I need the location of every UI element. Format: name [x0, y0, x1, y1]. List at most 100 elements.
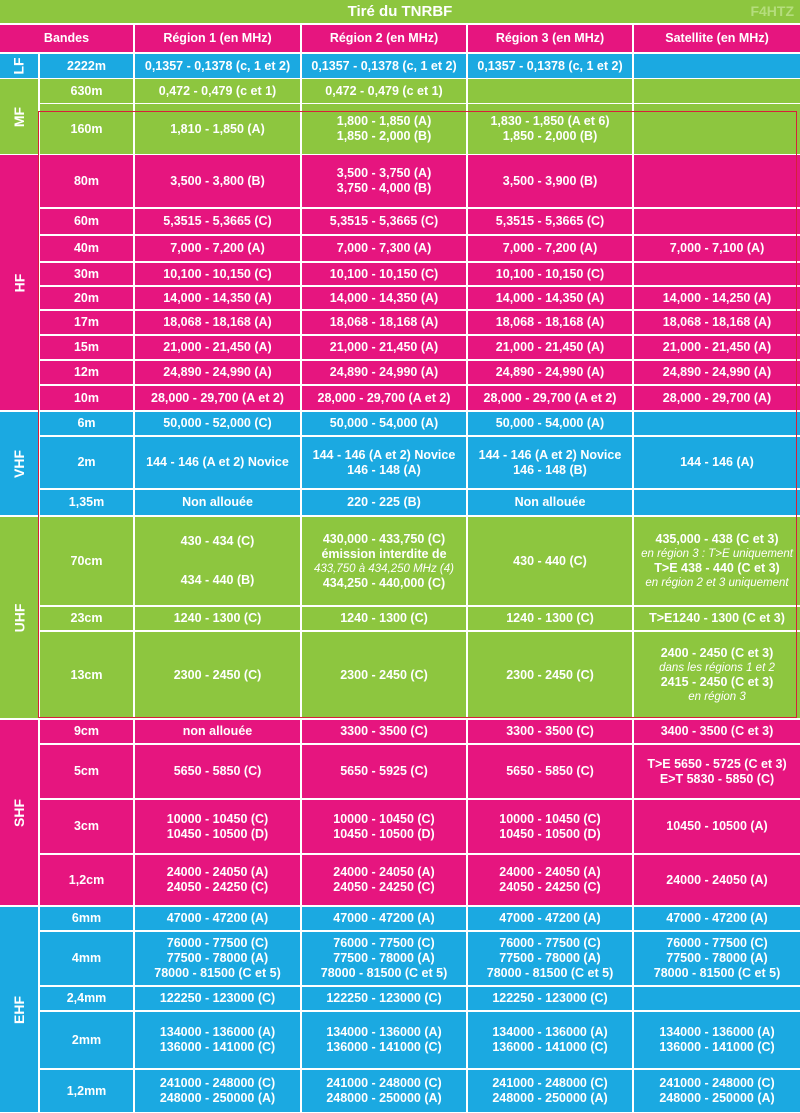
region3-cell: 47000 - 47200 (A) [468, 907, 632, 930]
frequency-range: 21,000 - 21,450 (A) [495, 340, 605, 354]
region3-cell: 21,000 - 21,450 (A) [468, 336, 632, 359]
region3-cell: 10000 - 10450 (C) 10450 - 10500 (D) [468, 800, 632, 853]
frequency-range: 1,810 - 1,850 (A) [170, 121, 265, 136]
frequency-range: 248000 - 250000 (A) [326, 1091, 442, 1105]
frequency-range: 122250 - 123000 (C) [326, 991, 442, 1005]
region2-cell: 241000 - 248000 (C) 248000 - 250000 (A) [302, 1070, 466, 1112]
frequency-range: 241000 - 248000 (C) [492, 1076, 608, 1090]
frequency-range: 220 - 225 (B) [347, 495, 421, 509]
satellite-cell [634, 490, 800, 515]
region2-cell: 220 - 225 (B) [302, 490, 466, 515]
frequency-range: 76000 - 77500 (C) [333, 936, 435, 950]
frequency-range: 50,000 - 52,000 (C) [163, 416, 272, 430]
frequency-range: Non allouée [182, 495, 253, 509]
band-label: 23cm [70, 611, 103, 625]
region3-cell: 50,000 - 54,000 (A) [468, 412, 632, 435]
band-label: 9cm [73, 724, 100, 738]
band-label: 30m [73, 266, 100, 281]
band-cell: 40m [40, 236, 133, 261]
region1-cell: 10,100 - 10,150 (C) [135, 263, 300, 285]
band-group-label: VHF [0, 412, 38, 515]
band-label: 630m [70, 83, 103, 98]
satellite-cell: 134000 - 136000 (A) 136000 - 141000 (C) [634, 1012, 800, 1068]
band-cell: 1,2cm [40, 855, 133, 905]
frequency-range: 1,850 - 2,000 (B) [336, 129, 432, 143]
frequency-range: 3300 - 3500 (C) [340, 724, 428, 738]
band-group-label: UHF [0, 517, 38, 718]
region3-cell: Non allouée [468, 490, 632, 515]
band-group-text: EHF [11, 995, 27, 1024]
band-cell: 1,2mm [40, 1070, 133, 1112]
frequency-range: 434,250 - 440,000 (C) [322, 575, 446, 590]
band-label: 2mm [71, 1032, 102, 1047]
frequency-range: 146 - 148 (A) [347, 462, 421, 477]
frequency-range: T>E 438 - 440 (C et 3) [654, 561, 780, 575]
frequency-range: 0,472 - 0,479 (c et 1) [325, 83, 443, 98]
frequency-range: en région 2 et 3 uniquement [645, 577, 789, 589]
band-cell: 4mm [40, 932, 133, 985]
satellite-cell [634, 155, 800, 207]
satellite-cell: 241000 - 248000 (C) 248000 - 250000 (A) [634, 1070, 800, 1112]
frequency-range: 144 - 146 (A et 2) Novice [312, 447, 456, 462]
band-label: 5cm [73, 764, 100, 778]
frequency-range: 3,750 - 4,000 (B) [336, 181, 432, 195]
band-label: 3cm [73, 819, 100, 833]
frequency-range: 24,890 - 24,990 (A) [495, 365, 605, 379]
column-header: Bandes [0, 25, 133, 52]
frequency-range: T>E1240 - 1300 (C et 3) [649, 611, 785, 625]
band-group-text: MF [11, 106, 27, 127]
band-label: 20m [73, 290, 100, 305]
frequency-range: 14,000 - 14,350 (A) [495, 290, 605, 305]
satellite-cell: 21,000 - 21,450 (A) [634, 336, 800, 359]
frequency-range: 144 - 146 (A et 2) Novice [478, 447, 622, 462]
frequency-range: 5,3515 - 5,3665 (C) [163, 214, 272, 228]
column-header-label: Satellite (en MHz) [665, 31, 769, 45]
band-cell: 2222m [40, 54, 133, 78]
region1-cell: 76000 - 77500 (C) 77500 - 78000 (A) 78000 … [135, 932, 300, 985]
satellite-cell: T>E1240 - 1300 (C et 3) [634, 607, 800, 630]
frequency-range: 24050 - 24250 (C) [333, 880, 435, 894]
band-group-text: LF [10, 57, 27, 75]
frequency-range: 1240 - 1300 (C) [173, 611, 262, 625]
frequency-range: 433,750 à 434,250 MHz (4) [313, 562, 454, 575]
frequency-range: T>E 5650 - 5725 (C et 3) [647, 756, 787, 771]
frequency-range: 134000 - 136000 (A) [326, 1025, 442, 1039]
frequency-range: 3300 - 3500 (C) [506, 724, 594, 738]
band-label: 12m [73, 365, 100, 379]
satellite-cell: 144 - 146 (A) [634, 437, 800, 488]
frequency-range: 78000 - 81500 (C et 5) [486, 966, 614, 980]
frequency-range: 18,068 - 18,168 (A) [163, 315, 272, 329]
frequency-range: 248000 - 250000 (A) [159, 1091, 276, 1105]
frequency-range: 0,1357 - 0,1378 (c, 1 et 2) [144, 58, 291, 73]
region2-cell: 50,000 - 54,000 (A) [302, 412, 466, 435]
band-cell: 2mm [40, 1012, 133, 1068]
region1-cell: 241000 - 248000 (C) 248000 - 250000 (A) [135, 1070, 300, 1112]
region2-cell: 21,000 - 21,450 (A) [302, 336, 466, 359]
frequency-range: 2300 - 2450 (C) [506, 667, 594, 682]
region2-cell: 5650 - 5925 (C) [302, 745, 466, 798]
frequency-range: 1,800 - 1,850 (A) [336, 114, 432, 128]
frequency-range: 134000 - 136000 (A) [659, 1025, 775, 1039]
band-label: 15m [73, 340, 100, 354]
region2-cell: 122250 - 123000 (C) [302, 987, 466, 1010]
frequency-range: 21,000 - 21,450 (A) [163, 340, 272, 354]
band-cell: 6mm [40, 907, 133, 930]
region1-cell: 5,3515 - 5,3665 (C) [135, 209, 300, 234]
column-header: Région 2 (en MHz) [302, 25, 466, 52]
frequency-range: 10450 - 10500 (A) [666, 819, 768, 833]
frequency-range: 24050 - 24250 (C) [499, 880, 601, 894]
region3-cell: 430 - 440 (C) [468, 517, 632, 605]
column-header-label: Bandes [43, 31, 90, 45]
region1-cell: 430 - 434 (C) 434 - 440 (B) [135, 517, 300, 605]
region1-cell: 2300 - 2450 (C) [135, 632, 300, 718]
table-title-bar: Tiré du TNRBF F4HTZ [0, 0, 800, 23]
frequency-range: 21,000 - 21,450 (A) [329, 340, 439, 354]
band-group-label: LF [0, 54, 38, 78]
region1-cell: 5650 - 5850 (C) [135, 745, 300, 798]
frequency-range: 76000 - 77500 (C) [666, 936, 768, 950]
band-group-label: SHF [0, 720, 38, 905]
satellite-cell: 24000 - 24050 (A) [634, 855, 800, 905]
region2-cell: 430,000 - 433,750 (C) émission interdite … [302, 517, 466, 605]
frequency-range: 10,100 - 10,150 (C) [495, 266, 605, 281]
